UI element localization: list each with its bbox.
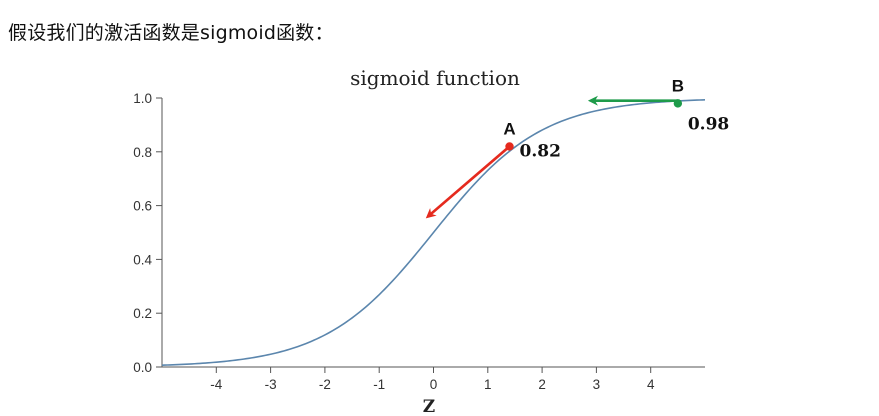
x-tick-label: 1: [484, 377, 492, 392]
y-tick-label: 0.2: [133, 306, 152, 321]
caption-text: 假设我们的激活函数是sigmoid函数：: [8, 22, 334, 44]
x-tick-label: -3: [265, 377, 277, 392]
point-a-value: 0.82: [520, 141, 561, 161]
y-tick-label: 1.0: [133, 91, 152, 106]
x-tick-label: 3: [593, 377, 601, 392]
point-b-value: 0.98: [688, 114, 729, 134]
x-axis-label: Z: [423, 397, 435, 416]
y-tick-label: 0.8: [133, 145, 152, 160]
x-tick-label: 4: [647, 377, 655, 392]
x-tick-label: 0: [430, 377, 438, 392]
arrows: [425, 95, 678, 219]
y-tick-label: 0.6: [133, 199, 152, 214]
x-tick-label: 2: [538, 377, 546, 392]
point-b-label: B: [672, 76, 684, 95]
point-b: [673, 99, 683, 108]
x-tick-label: -1: [373, 377, 385, 392]
sigmoid-curve: [161, 99, 706, 366]
y-tick-label: 0.0: [133, 360, 152, 375]
ticks: -4 -3 -2 -1 0 1 2 3 4 0.0 0.2 0.4 0.6 0.8 1.0: [133, 91, 655, 392]
x-tick-label: -4: [210, 377, 222, 392]
arrow-a: [425, 145, 511, 219]
point-a-label: A: [503, 119, 515, 138]
chart-title: sigmoid function: [350, 66, 520, 90]
point-a: [505, 142, 514, 151]
points: A 0.82 B0.98: [503, 76, 729, 161]
x-tick-label: -2: [319, 377, 331, 392]
y-tick-label: 0.4: [133, 252, 152, 267]
